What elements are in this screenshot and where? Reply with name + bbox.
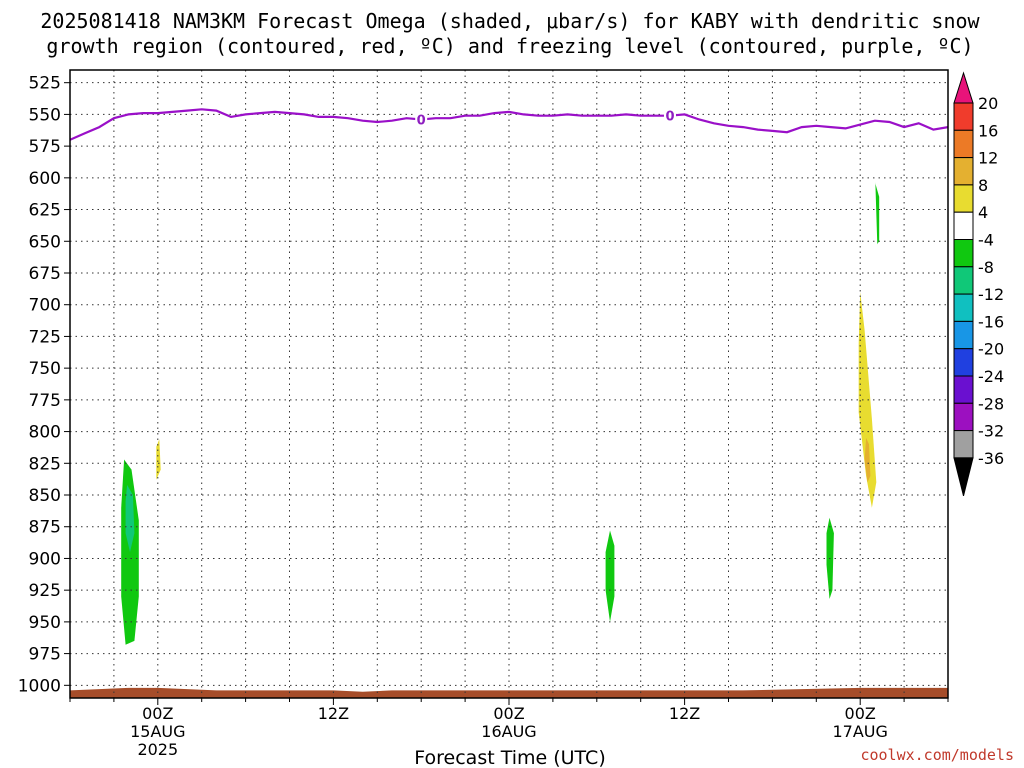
- colorbar-label-12: -28: [978, 394, 1004, 413]
- colorbar-label-14: -36: [978, 449, 1004, 468]
- y-tick-label-525: 525: [29, 74, 61, 94]
- y-tick-label-925: 925: [29, 581, 61, 601]
- y-tick-label-650: 650: [29, 232, 61, 252]
- omega-region-13: [677, 454, 691, 584]
- y-tick-label-775: 775: [29, 391, 61, 411]
- x-tick-label-2-2: 16AUG: [481, 722, 536, 741]
- colorbar-box-11: [953, 375, 974, 404]
- x-tick-label-0-2: 15AUG: [130, 722, 185, 741]
- colorbar-box-1: [953, 102, 974, 131]
- x-axis-label: Forecast Time (UTC): [414, 747, 605, 768]
- y-tick-label-900: 900: [29, 549, 61, 569]
- colorbar-box-5: [953, 211, 974, 240]
- colorbar-box-2: [953, 129, 974, 159]
- colorbar-label-10: -20: [978, 340, 1004, 359]
- y-tick-label-800: 800: [29, 423, 61, 443]
- chart-title-line-2: growth region (contoured, red, ºC) and f…: [46, 34, 973, 58]
- y-tick-label-875: 875: [29, 518, 61, 538]
- colorbar-bottom-triangle: [953, 457, 974, 497]
- y-tick-label-950: 950: [29, 613, 61, 633]
- chart-title-line-1: 2025081418 NAM3KM Forecast Omega (shaded…: [40, 9, 980, 33]
- y-tick-label-575: 575: [29, 137, 61, 157]
- colorbar-label-1: 20: [978, 94, 998, 113]
- colorbar-label-13: -32: [978, 422, 1004, 441]
- x-tick-label-0-3: 2025: [137, 740, 178, 759]
- omega-region-9: [542, 526, 552, 663]
- colorbar-box-12: [953, 402, 974, 432]
- y-tick-label-850: 850: [29, 486, 61, 506]
- freezing-level-label-1: 0: [417, 113, 426, 128]
- x-tick-label-4-1: 00Z: [845, 704, 876, 723]
- omega-region-7: [211, 533, 220, 654]
- colorbar-box-6: [953, 239, 974, 268]
- y-tick-label-625: 625: [29, 201, 61, 221]
- freezing-label-bg-2: [663, 107, 676, 123]
- y-tick-label-750: 750: [29, 359, 61, 379]
- freezing-level-line: [70, 108, 948, 141]
- freezing-level-label-2: 0: [665, 110, 674, 125]
- x-tick-label-2-1: 00Z: [493, 704, 524, 723]
- x-tick-label-3-1: 12Z: [669, 704, 700, 723]
- y-tick-label-700: 700: [29, 296, 61, 316]
- omega-region-12: [648, 454, 653, 487]
- colorbar-box-8: [953, 293, 974, 322]
- omega-region-17: [855, 70, 890, 660]
- omega-region-11: [605, 530, 615, 622]
- omega-region-19: [864, 437, 871, 483]
- omega-region-3: [125, 484, 135, 553]
- colorbar-label-7: -8: [978, 258, 994, 277]
- freezing-label-bg-1: [415, 111, 428, 127]
- y-tick-label-1000: 1000: [18, 676, 61, 696]
- y-tick-label-725: 725: [29, 327, 61, 347]
- y-tick-label-550: 550: [29, 105, 61, 125]
- colorbar-box-4: [953, 184, 974, 213]
- colorbar-label-8: -12: [978, 285, 1004, 304]
- x-tick-label-0-1: 00Z: [142, 704, 173, 723]
- colorbar-label-9: -16: [978, 312, 1004, 331]
- colorbar-top-triangle: [953, 71, 974, 104]
- colorbar-label-2: 16: [978, 121, 998, 140]
- omega-region-8: [368, 573, 378, 592]
- x-tick-label-4-2: 17AUG: [832, 722, 887, 741]
- colorbar-box-13: [953, 430, 974, 459]
- colorbar-label-4: 8: [978, 176, 988, 195]
- colorbar-box-3: [953, 157, 974, 186]
- omega-region-10: [576, 594, 584, 641]
- y-tick-label-825: 825: [29, 454, 61, 474]
- colorbar: 20 16 12 8 4 -4 -8 -12 -16 -20 -24 -28 -32 -36: [953, 71, 1004, 497]
- omega-region-14: [762, 436, 792, 641]
- omega-region-1: [80, 184, 104, 301]
- colorbar-label-6: -4: [978, 231, 994, 250]
- plot-area: 0 052555057560062565067570072575077580082…: [18, 69, 949, 759]
- credit-link[interactable]: coolwx.com/models: [860, 746, 1014, 764]
- y-tick-label-600: 600: [29, 169, 61, 189]
- colorbar-label-3: 12: [978, 149, 998, 168]
- omega-region-6: [214, 264, 231, 445]
- colorbar-box-10: [953, 348, 974, 377]
- colorbar-box-7: [953, 266, 974, 295]
- y-tick-label-975: 975: [29, 645, 61, 665]
- colorbar-box-9: [953, 320, 974, 350]
- colorbar-label-11: -24: [978, 367, 1004, 386]
- colorbar-label-5: 4: [978, 203, 988, 222]
- y-tick-label-675: 675: [29, 264, 61, 284]
- x-tick-label-1-1: 12Z: [318, 704, 349, 723]
- omega-region-5: [156, 439, 161, 480]
